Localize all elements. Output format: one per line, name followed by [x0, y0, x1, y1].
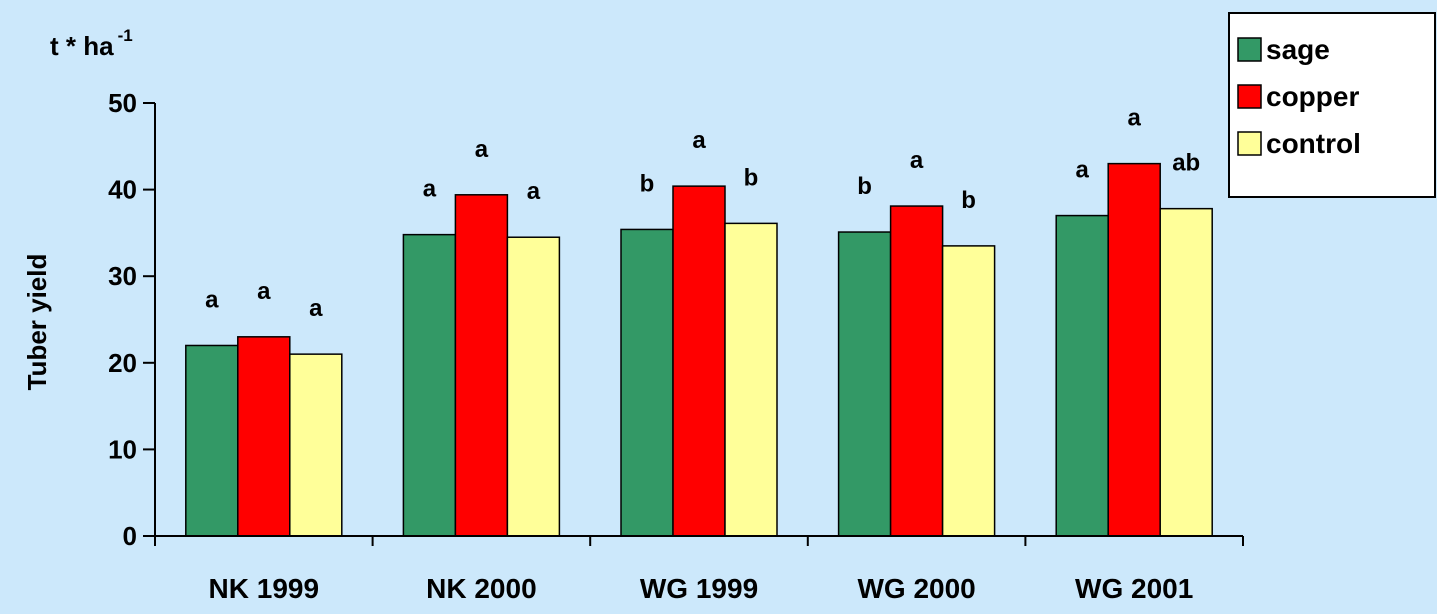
bar-sage [402, 233, 457, 537]
x-category-label: WG 2000 [857, 573, 975, 604]
y-tick-label: 30 [108, 261, 137, 291]
significance-label: a [1076, 157, 1090, 184]
legend-label-control: control [1266, 128, 1361, 159]
bar-control [941, 245, 996, 537]
y-tick-label: 0 [123, 521, 137, 551]
legend-label-copper: copper [1266, 81, 1359, 112]
significance-label: a [205, 286, 219, 313]
significance-label: a [1128, 105, 1142, 132]
x-category-label: WG 2001 [1075, 573, 1193, 604]
significance-label: b [857, 173, 872, 200]
legend: sage copper control [1228, 12, 1436, 198]
bar-copper [889, 205, 944, 537]
legend-swatch-copper [1237, 84, 1262, 109]
legend-swatch-sage [1237, 37, 1262, 62]
significance-label: a [910, 147, 924, 174]
significance-label: a [527, 178, 541, 205]
significance-label: b [640, 170, 655, 197]
y-tick-label: 50 [108, 88, 137, 118]
bar-copper [454, 194, 509, 537]
significance-label: b [961, 187, 976, 214]
x-axis: NK 1999 NK 2000 WG 1999 WG 2000 WG 2001 [154, 535, 1244, 604]
bar-sage [620, 228, 674, 537]
legend-label-sage: sage [1266, 34, 1330, 65]
y-tick-label: 40 [108, 175, 137, 205]
bar-control [1159, 207, 1213, 537]
bar-sage [1055, 214, 1109, 537]
significance-label: a [423, 176, 437, 203]
legend-swatch-control [1237, 131, 1262, 156]
significance-label: a [475, 136, 489, 163]
x-category-label: NK 2000 [426, 573, 537, 604]
y-axis-label: Tuber yield [22, 254, 52, 391]
bar-sage [185, 344, 239, 537]
significance-label: b [744, 164, 759, 191]
significance-label: ab [1172, 150, 1200, 177]
unit-label-base: t * ha [50, 31, 114, 61]
x-category-label: NK 1999 [209, 573, 320, 604]
significance-label: a [692, 127, 706, 154]
bar-copper [672, 185, 726, 537]
legend-box [1228, 12, 1436, 198]
y-tick-label: 20 [108, 348, 137, 378]
bar-control [724, 222, 778, 537]
unit-label: t * ha -1 [50, 26, 133, 61]
bar-control [506, 236, 561, 537]
y-axis: 0 10 20 30 40 50 [108, 88, 156, 551]
bar-copper [237, 336, 291, 537]
bar-sage [837, 231, 892, 537]
bar-copper [1107, 162, 1161, 537]
bar-control [289, 353, 343, 537]
y-tick-label: 10 [108, 434, 137, 464]
x-category-label: WG 1999 [640, 573, 758, 604]
significance-label: a [257, 278, 271, 305]
unit-label-superscript: -1 [118, 26, 133, 45]
significance-label: a [309, 295, 323, 322]
